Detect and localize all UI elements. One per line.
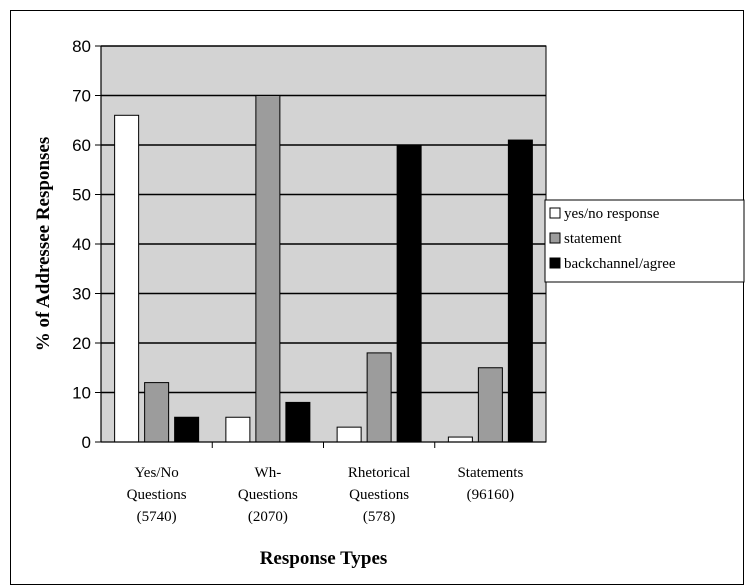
bar	[255, 95, 281, 443]
gridlines	[101, 45, 546, 394]
category-label: (578)	[363, 509, 396, 525]
bar	[507, 139, 533, 443]
y-tick-label: 0	[82, 433, 91, 452]
category-label: Questions	[127, 487, 187, 503]
category-label: Statements	[457, 465, 523, 481]
legend-label: backchannel/agree	[564, 256, 676, 272]
bar	[336, 426, 362, 443]
legend-swatch	[549, 232, 561, 244]
y-axis-title: % of Addressee Responses	[33, 137, 54, 351]
bar	[396, 144, 422, 443]
category-label: (2070)	[248, 509, 288, 525]
legend-box	[544, 199, 745, 283]
legend-swatch	[549, 207, 561, 219]
bar	[285, 401, 311, 443]
y-tick-label: 30	[72, 285, 91, 304]
legend-label: statement	[564, 231, 622, 247]
category-label: Questions	[238, 487, 298, 503]
x-axis-title: Response Types	[260, 548, 388, 569]
bar	[144, 382, 170, 443]
y-axis: 0 10 20 30 40 50 60 70 80	[72, 37, 102, 452]
bar	[114, 114, 140, 443]
category-label: (5740)	[137, 509, 177, 525]
y-tick-label: 40	[72, 235, 91, 254]
bar	[447, 436, 473, 443]
bar	[225, 416, 251, 443]
y-tick-label: 50	[72, 186, 91, 205]
category-label: Wh-	[255, 465, 282, 481]
category-label: Yes/No	[134, 465, 178, 481]
category-label: (96160)	[467, 487, 515, 503]
category-label: Rhetorical	[348, 465, 410, 481]
bar	[366, 352, 392, 443]
bar	[477, 367, 503, 443]
bars	[114, 95, 533, 443]
category-label: Questions	[349, 487, 409, 503]
bar	[174, 416, 200, 443]
y-tick-label: 70	[72, 87, 91, 106]
legend-label: yes/no response	[564, 206, 660, 222]
legend: yes/no response statement backchannel/agre…	[544, 199, 745, 283]
y-tick-label: 60	[72, 136, 91, 155]
legend-swatch	[549, 257, 561, 269]
y-tick-label: 80	[72, 37, 91, 56]
y-tick-label: 10	[72, 384, 91, 403]
x-axis: Yes/No Questions (5740) Wh- Questions (2070) R…	[101, 441, 546, 525]
y-tick-label: 20	[72, 334, 91, 353]
